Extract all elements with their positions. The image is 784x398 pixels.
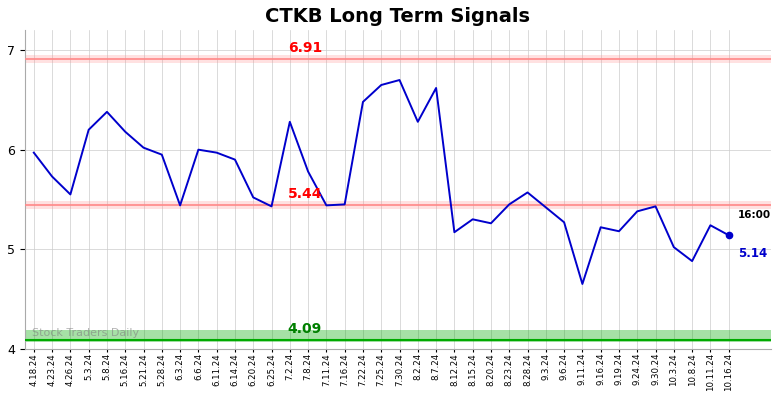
Text: 5.44: 5.44: [288, 187, 322, 201]
Bar: [24, 55, 771, 63]
Title: CTKB Long Term Signals: CTKB Long Term Signals: [265, 7, 530, 26]
Text: 6.91: 6.91: [288, 41, 322, 55]
Text: 4.09: 4.09: [288, 322, 322, 336]
Bar: [24, 330, 771, 341]
Text: 16:00: 16:00: [738, 210, 771, 220]
Text: 5.14: 5.14: [738, 247, 767, 260]
Bar: [24, 201, 771, 209]
Text: Stock Traders Daily: Stock Traders Daily: [32, 328, 140, 338]
